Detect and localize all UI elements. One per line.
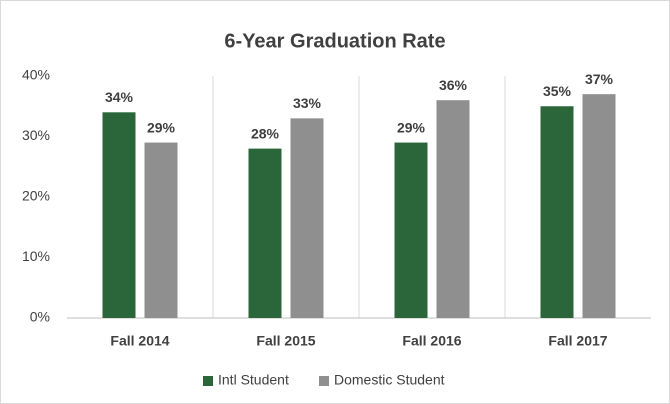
bar — [144, 142, 178, 318]
data-label: 34% — [105, 89, 134, 105]
legend-label: Domestic Student — [334, 372, 445, 388]
x-tick-label: Fall 2016 — [402, 333, 461, 349]
legend-swatch — [319, 376, 329, 386]
data-label: 33% — [293, 95, 322, 111]
data-label: 29% — [147, 119, 176, 135]
bar — [290, 118, 324, 318]
bar — [102, 112, 136, 318]
x-tick-label: Fall 2017 — [548, 333, 607, 349]
bar — [394, 142, 428, 318]
data-label: 35% — [543, 83, 572, 99]
y-tick-label: 30% — [22, 127, 50, 143]
y-tick-label: 20% — [22, 188, 50, 204]
x-tick-label: Fall 2014 — [110, 333, 169, 349]
chart-title: 6-Year Graduation Rate — [224, 30, 445, 52]
data-label: 28% — [251, 125, 280, 141]
x-tick-label: Fall 2015 — [256, 333, 315, 349]
bar — [582, 94, 616, 319]
data-label: 37% — [585, 71, 614, 87]
y-tick-label: 0% — [30, 309, 50, 325]
legend-swatch — [203, 376, 213, 386]
bar — [540, 106, 574, 318]
bar — [248, 148, 282, 318]
data-label: 29% — [397, 119, 426, 135]
data-label: 36% — [439, 77, 468, 93]
bar — [436, 100, 470, 318]
y-tick-label: 40% — [22, 67, 50, 83]
y-tick-label: 10% — [22, 248, 50, 264]
legend-label: Intl Student — [218, 372, 289, 388]
